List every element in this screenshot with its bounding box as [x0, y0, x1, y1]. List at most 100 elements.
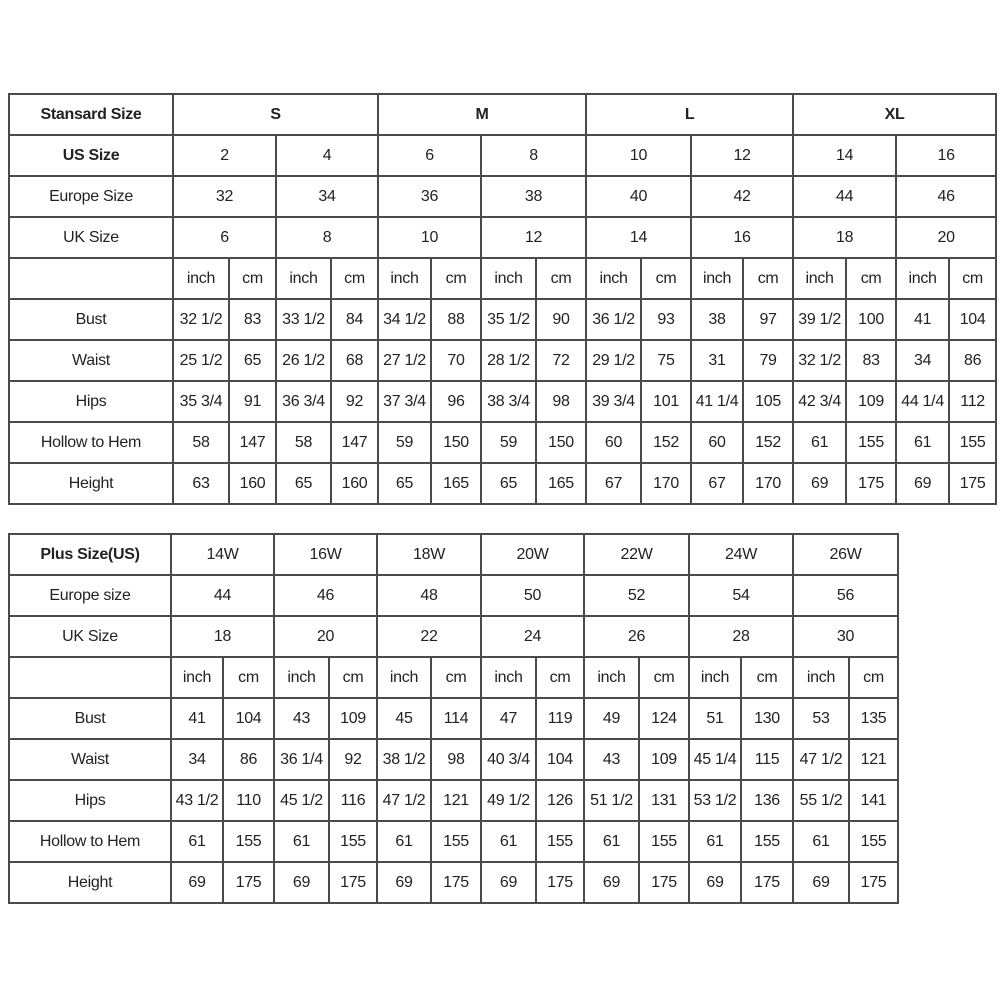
measurement-row: Waist 34 86 36 1/4 92 38 1/2 98 40 3/4 104 43 109 4… — [8, 738, 899, 781]
measurement-cell: 175 — [535, 861, 585, 904]
row-label: Hips — [8, 380, 174, 423]
unit-cell: cm — [742, 257, 795, 300]
measurement-cell: 116 — [328, 779, 378, 822]
measurement-cell: 147 — [330, 421, 379, 464]
measurement-cell: 59 — [377, 421, 432, 464]
measurement-cell: 51 1/2 — [583, 779, 640, 822]
size-cell: 40 — [585, 175, 693, 218]
measurement-cell: 155 — [948, 421, 998, 464]
measurement-cell: 100 — [845, 298, 898, 341]
measurement-cell: 53 1/2 — [688, 779, 742, 822]
measurement-cell: 69 — [273, 861, 330, 904]
size-cell: 28 — [688, 615, 794, 658]
measurement-row: Height 69 175 69 175 69 175 69 175 69 175 69 175 69 17… — [8, 861, 899, 904]
row-label-empty — [8, 257, 174, 300]
measurement-cell: 175 — [740, 861, 794, 904]
measurement-cell: 60 — [585, 421, 643, 464]
measurement-cell: 38 — [690, 298, 745, 341]
measurement-cell: 115 — [740, 738, 794, 781]
size-cell: 22 — [376, 615, 482, 658]
measurement-cell: 92 — [330, 380, 379, 423]
measurement-cell: 68 — [330, 339, 379, 382]
size-cell: 26 — [583, 615, 690, 658]
size-group-row: Stansard Size S M L XL — [8, 93, 998, 136]
measurement-cell: 104 — [222, 697, 275, 740]
measurement-cell: 110 — [222, 779, 275, 822]
measurement-cell: 175 — [845, 462, 898, 505]
row-label: UK Size — [8, 216, 174, 259]
row-label: Hips — [8, 779, 172, 822]
unit-cell: inch — [172, 257, 230, 300]
measurement-cell: 104 — [948, 298, 998, 341]
measurement-cell: 29 1/2 — [585, 339, 643, 382]
measurement-cell: 155 — [638, 820, 690, 863]
row-label: Waist — [8, 738, 172, 781]
measurement-cell: 170 — [742, 462, 795, 505]
measurement-cell: 35 1/2 — [480, 298, 537, 341]
unit-row: inch cm inch cm inch cm inch cm inch cm inch cm inch… — [8, 656, 899, 699]
size-cell: 38 — [479, 175, 588, 218]
measurement-cell: 45 — [376, 697, 432, 740]
measurement-cell: 90 — [534, 298, 588, 341]
unit-cell: cm — [430, 656, 482, 699]
size-cell: 20 — [273, 615, 378, 658]
size-group-cell: L — [585, 93, 795, 136]
measurement-cell: 75 — [640, 339, 693, 382]
measurement-cell: 61 — [792, 820, 850, 863]
size-cell: 42 — [690, 175, 795, 218]
row-label: Bust — [8, 697, 172, 740]
measurement-row: Hollow to Hem 58 147 58 147 59 150 59 150 60 152 60… — [8, 421, 998, 464]
measurement-cell: 61 — [895, 421, 951, 464]
measurement-cell: 155 — [328, 820, 378, 863]
row-label: Waist — [8, 339, 174, 382]
size-cell: 22W — [583, 533, 690, 576]
unit-cell: inch — [585, 257, 643, 300]
size-cell: 10 — [377, 216, 482, 259]
measurement-cell: 69 — [170, 861, 224, 904]
measurement-cell: 34 — [895, 339, 951, 382]
size-cell: 8 — [275, 216, 379, 259]
measurement-cell: 47 1/2 — [376, 779, 432, 822]
size-cell: 8 — [479, 134, 588, 177]
measurement-cell: 84 — [330, 298, 379, 341]
unit-cell: cm — [228, 257, 277, 300]
measurement-row: Hips 35 3/4 91 36 3/4 92 37 3/4 96 38 3/4 98 39 3… — [8, 380, 998, 423]
unit-cell: inch — [583, 656, 640, 699]
size-row: UK Size 6 8 10 12 14 16 18 20 — [8, 216, 998, 259]
measurement-cell: 43 — [273, 697, 330, 740]
measurement-cell: 86 — [222, 738, 275, 781]
row-label-empty — [8, 656, 172, 699]
measurement-cell: 155 — [740, 820, 794, 863]
measurement-cell: 104 — [535, 738, 585, 781]
measurement-cell: 38 3/4 — [480, 380, 537, 423]
size-cell: 14 — [585, 216, 693, 259]
measurement-cell: 33 1/2 — [275, 298, 332, 341]
measurement-cell: 130 — [740, 697, 794, 740]
size-cell: 16 — [690, 216, 795, 259]
measurement-cell: 109 — [328, 697, 378, 740]
size-cell: 36 — [377, 175, 482, 218]
measurement-cell: 119 — [535, 697, 585, 740]
measurement-cell: 36 1/4 — [273, 738, 330, 781]
measurement-cell: 175 — [430, 861, 482, 904]
measurement-cell: 98 — [534, 380, 588, 423]
measurement-cell: 96 — [430, 380, 482, 423]
measurement-cell: 91 — [228, 380, 277, 423]
measurement-cell: 72 — [534, 339, 588, 382]
measurement-cell: 165 — [534, 462, 588, 505]
unit-cell: cm — [638, 656, 690, 699]
measurement-cell: 61 — [273, 820, 330, 863]
unit-cell: inch — [688, 656, 742, 699]
size-cell: 46 — [273, 574, 378, 617]
row-label: Height — [8, 462, 174, 505]
measurement-cell: 93 — [640, 298, 693, 341]
size-group-cell: M — [376, 93, 588, 136]
measurement-cell: 36 3/4 — [275, 380, 332, 423]
size-cell: 4 — [275, 134, 379, 177]
measurement-cell: 49 1/2 — [480, 779, 537, 822]
measurement-cell: 59 — [480, 421, 537, 464]
row-label: Europe Size — [8, 175, 174, 218]
unit-cell: cm — [222, 656, 275, 699]
measurement-cell: 150 — [534, 421, 588, 464]
measurement-cell: 67 — [690, 462, 745, 505]
